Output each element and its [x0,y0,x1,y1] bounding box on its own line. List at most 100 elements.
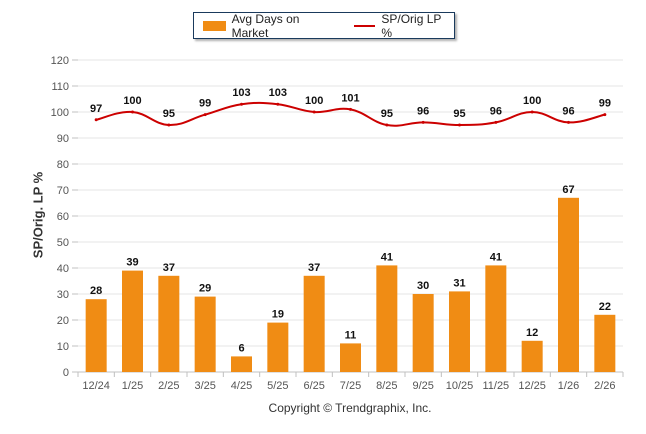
y-tick-label: 120 [51,55,69,67]
line-point [385,123,389,127]
line-point [567,120,570,124]
bar [194,296,216,372]
y-axis-label: SP/Orig. LP % [30,171,46,259]
bar [558,197,579,372]
bar-data-label: 41 [381,251,393,263]
bar-data-label: 28 [90,285,102,297]
line-point [94,118,98,122]
x-tick-label: 1/26 [558,380,579,392]
x-tick-label: 5/25 [267,380,288,392]
y-tick-label: 100 [51,107,69,119]
bar-data-label: 22 [599,301,611,313]
line-data-label: 96 [562,105,574,117]
line-point [494,120,498,124]
line-data-label: 101 [341,92,359,104]
bar-data-label: 67 [562,184,574,196]
legend: Avg Days on Market SP/Orig LP % [193,11,455,40]
x-tick-label: 12/25 [518,380,546,392]
line-point [530,110,534,114]
bar [521,340,543,372]
x-axis: 12/24 1/25 2/25 3/25 4/25 5/25 6/25 7/25 8/25 9/2… [77,371,624,392]
bar [449,291,470,372]
y-tick-label: 20 [57,315,69,327]
x-tick-label: 2/25 [158,380,179,392]
line-point [603,113,607,117]
line-point [458,123,461,127]
bar-data-label: 29 [199,283,211,295]
bar [85,299,107,372]
line-data-label: 96 [417,105,429,117]
line-data-label: 96 [490,105,502,117]
bar-data-label: 12 [526,327,538,339]
y-tick-label: 10 [57,341,69,353]
copyright-text: Copyright © Trendgraphix, Inc. [268,401,432,415]
bar [340,343,361,372]
x-tick-label: 8/25 [376,380,397,392]
legend-bar-label: Avg Days on Market [231,11,300,40]
bar-data-label: 31 [453,277,465,289]
y-tick-label: 70 [57,185,69,197]
line-point [312,110,316,114]
line-point [131,110,134,114]
bar [485,265,507,372]
bar-data-labels: 28 39 37 29 6 19 37 11 41 30 31 41 12 67 22 [90,184,611,355]
line-data-label: 103 [269,87,287,99]
y-axis-ticks: 0 10 20 30 40 50 60 70 80 90 100 110 120 [51,55,78,379]
line-data-label: 100 [523,95,541,107]
line-data-label: 95 [163,108,175,120]
bar-data-label: 39 [126,257,138,269]
x-tick-label: 3/25 [194,380,215,392]
y-tick-label: 110 [51,81,69,93]
y-tick-label: 50 [57,237,69,249]
line-data-label: 99 [199,98,211,110]
x-tick-label: 1/25 [122,380,143,392]
bar-data-label: 37 [163,262,175,274]
line-point [276,102,280,106]
line-data-labels: 97 100 95 99 103 103 100 101 95 96 95 96 100 96 99 [90,87,611,120]
y-tick-label: 30 [57,289,69,301]
x-tick-label: 4/25 [231,380,252,392]
y-tick-label: 0 [63,367,69,379]
bar-data-label: 19 [272,309,284,321]
bar-data-label: 11 [345,329,357,341]
line-data-label: 100 [123,95,141,107]
legend-bar-swatch [203,20,226,31]
line-point [421,120,425,124]
bar [267,322,289,372]
x-tick-label: 10/25 [446,380,474,392]
y-tick-label: 90 [57,133,69,145]
bar-data-label: 30 [417,280,429,292]
x-tick-label: 12/24 [82,380,110,392]
bar-data-label: 37 [308,262,320,274]
x-tick-label: 7/25 [340,380,361,392]
line-data-label: 99 [599,98,611,110]
y-tick-label: 60 [57,211,69,223]
line-data-label: 100 [305,95,323,107]
line-data-label: 103 [232,87,250,99]
line-point [203,113,207,117]
bar [376,265,398,372]
x-tick-label: 2/26 [594,380,615,392]
bar-data-label: 6 [238,342,244,354]
x-tick-label: 9/25 [412,380,433,392]
y-tick-label: 80 [57,159,69,171]
line-point [349,107,352,111]
bar [158,275,180,372]
bar [303,275,325,372]
line-data-label: 97 [90,103,102,115]
bar-data-label: 41 [490,251,502,263]
bar [412,294,434,372]
line-data-label: 95 [453,108,465,120]
bar [122,270,143,372]
bar-series [85,197,616,372]
line-series [94,101,607,127]
x-tick-label: 11/25 [482,380,509,392]
x-tick-label: 6/25 [303,380,324,392]
bar [594,314,616,372]
line-point [167,123,171,127]
legend-line-swatch [353,24,376,27]
legend-line-label: SP/Orig LP % [381,11,442,40]
line-point [240,102,243,106]
bar [231,356,252,372]
